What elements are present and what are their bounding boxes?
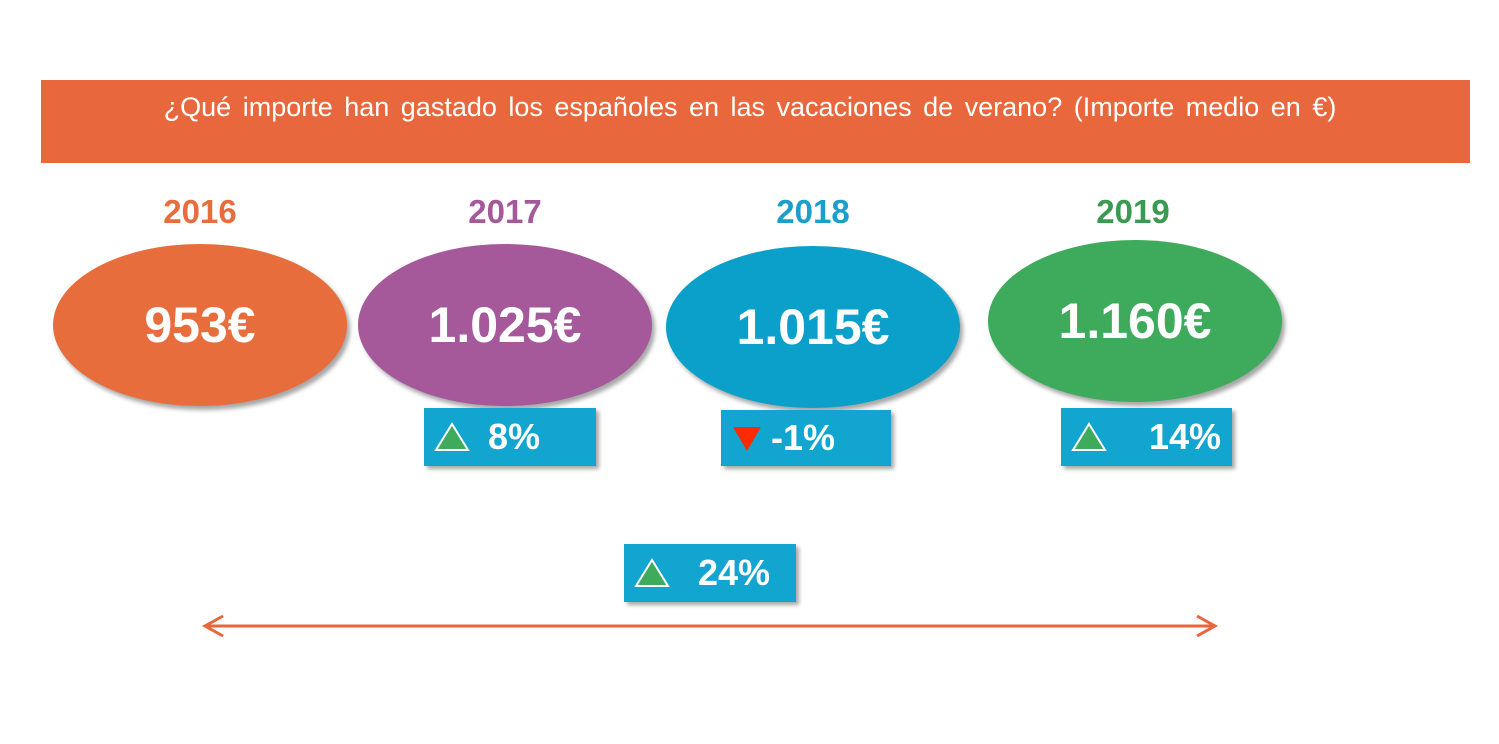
- change-badge-2017: 8%: [424, 408, 596, 466]
- change-value: 14%: [1149, 416, 1222, 457]
- amount-2016: 953€: [53, 244, 347, 406]
- amount-2017: 1.025€: [358, 244, 652, 406]
- double-arrow-icon: [201, 614, 1219, 638]
- change-value: 8%: [488, 416, 541, 457]
- year-2018: 2018: [776, 193, 850, 230]
- down-triangle-icon: [733, 427, 761, 451]
- amount-2018: 1.015€: [666, 246, 960, 408]
- year-2016: 2016: [163, 193, 237, 230]
- change-badge-2018: -1%: [721, 410, 891, 466]
- amount-2019: 1.160€: [988, 240, 1282, 402]
- year-2017: 2017: [468, 193, 542, 230]
- title: ¿Qué importe han gastado los españoles e…: [163, 92, 1337, 122]
- title-banner: [41, 80, 1470, 163]
- total-change-badge: 24%: [624, 544, 796, 602]
- year-2019: 2019: [1096, 193, 1170, 230]
- up-triangle-icon: [434, 422, 470, 451]
- change-value: -1%: [771, 417, 836, 458]
- up-triangle-icon: [1071, 422, 1107, 451]
- up-triangle-icon: [634, 558, 670, 587]
- total-change-value: 24%: [698, 552, 771, 593]
- change-badge-2019: 14%: [1061, 408, 1232, 466]
